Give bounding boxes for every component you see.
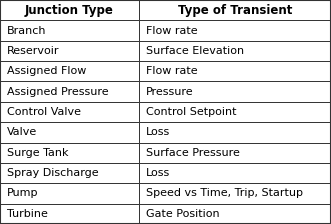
Text: Surge Tank: Surge Tank: [7, 148, 68, 158]
Text: Surface Pressure: Surface Pressure: [146, 148, 240, 158]
Bar: [139, 82, 331, 102]
Bar: [139, 61, 331, 82]
Text: Pressure: Pressure: [146, 87, 193, 97]
Bar: [139, 122, 331, 142]
Text: Control Setpoint: Control Setpoint: [146, 107, 236, 117]
Text: Speed vs Time, Trip, Startup: Speed vs Time, Trip, Startup: [146, 188, 303, 198]
Bar: [0, 20, 139, 41]
Bar: [139, 163, 331, 183]
Bar: [0, 0, 139, 20]
Bar: [0, 61, 139, 82]
Text: Assigned Flow: Assigned Flow: [7, 66, 86, 76]
Text: Flow rate: Flow rate: [146, 66, 197, 76]
Bar: [139, 142, 331, 163]
Text: Junction Type: Junction Type: [25, 4, 114, 17]
Text: Loss: Loss: [146, 127, 170, 137]
Bar: [139, 204, 331, 224]
Bar: [139, 20, 331, 41]
Text: Assigned Pressure: Assigned Pressure: [7, 87, 108, 97]
Text: Reservoir: Reservoir: [7, 46, 59, 56]
Text: Pump: Pump: [7, 188, 38, 198]
Text: Turbine: Turbine: [7, 209, 47, 219]
Text: Spray Discharge: Spray Discharge: [7, 168, 98, 178]
Text: Type of Transient: Type of Transient: [178, 4, 292, 17]
Text: Gate Position: Gate Position: [146, 209, 219, 219]
Bar: [139, 41, 331, 61]
Text: Control Valve: Control Valve: [7, 107, 81, 117]
Bar: [0, 163, 139, 183]
Bar: [139, 0, 331, 20]
Text: Surface Elevation: Surface Elevation: [146, 46, 244, 56]
Bar: [0, 82, 139, 102]
Bar: [0, 122, 139, 142]
Text: Valve: Valve: [7, 127, 37, 137]
Text: Loss: Loss: [146, 168, 170, 178]
Bar: [0, 183, 139, 204]
Bar: [0, 142, 139, 163]
Bar: [0, 102, 139, 122]
Text: Flow rate: Flow rate: [146, 26, 197, 36]
Bar: [139, 102, 331, 122]
Bar: [0, 41, 139, 61]
Text: Branch: Branch: [7, 26, 46, 36]
Bar: [0, 204, 139, 224]
Bar: [139, 183, 331, 204]
